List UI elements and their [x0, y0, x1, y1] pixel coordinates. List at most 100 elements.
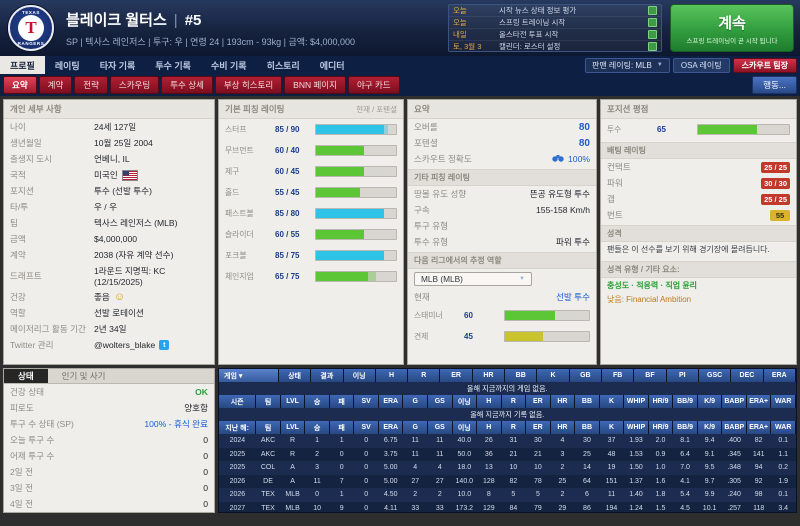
event-row[interactable]: 토, 3월 3 캘린더: 로스터 설정 — [449, 41, 661, 51]
actions-button[interactable]: 행동... — [752, 76, 797, 94]
sub-tab[interactable]: 스카우팅 — [109, 76, 160, 94]
column-header[interactable]: R — [501, 421, 527, 434]
column-header[interactable]: BB — [504, 369, 538, 382]
tab-popularity-morale[interactable]: 인기 및 사기 — [61, 371, 106, 381]
column-header[interactable]: WAR — [770, 395, 796, 408]
column-header[interactable]: 이닝 — [452, 421, 478, 434]
column-header[interactable]: K — [536, 369, 570, 382]
sub-tab[interactable]: 부상 히스토리 — [214, 76, 283, 94]
sub-tab[interactable]: 전략 — [74, 76, 108, 94]
stat-cell: 2025 — [219, 447, 256, 461]
continue-button[interactable]: 계속 스프링 트레이닝이 곧 시작 됩니다 — [670, 4, 794, 52]
column-header[interactable]: GB — [569, 369, 603, 382]
column-header[interactable]: ER — [525, 421, 551, 434]
column-header[interactable]: K — [599, 421, 625, 434]
column-header[interactable]: BB/9 — [672, 421, 698, 434]
column-header[interactable]: ER — [525, 395, 551, 408]
main-tab[interactable]: 수비 기록 — [210, 60, 247, 71]
column-header[interactable]: BABP — [721, 421, 747, 434]
column-header[interactable]: 승 — [304, 421, 330, 434]
column-header[interactable]: PI — [666, 369, 699, 382]
column-header[interactable]: 시즌 — [219, 395, 257, 408]
column-header[interactable]: HR/9 — [648, 421, 674, 434]
column-header[interactable]: H — [476, 395, 502, 408]
tab-status[interactable]: 상태 — [4, 369, 48, 383]
column-header[interactable]: BF — [633, 369, 667, 382]
column-header[interactable]: BABP — [721, 395, 747, 408]
column-header[interactable]: 패 — [329, 395, 355, 408]
column-header[interactable]: BB — [574, 421, 600, 434]
column-header[interactable]: WAR — [770, 421, 796, 434]
column-header[interactable]: ERA — [378, 421, 404, 434]
column-header[interactable]: HR — [550, 395, 576, 408]
column-header[interactable]: G — [402, 395, 428, 408]
column-header[interactable]: ERA+ — [746, 421, 772, 434]
column-header[interactable]: WHIP — [623, 395, 649, 408]
event-row[interactable]: 오늘 시작 뉴스 상태 정보 평가 — [449, 5, 661, 17]
summary-row: 오버롤 80 — [408, 119, 596, 135]
game-filter-tab[interactable]: 게임 ▾ — [219, 369, 279, 382]
twitter-icon[interactable]: t — [159, 340, 170, 350]
sub-tab[interactable]: 요약 — [3, 76, 37, 94]
column-header[interactable]: WHIP — [623, 421, 649, 434]
column-header[interactable]: 팀 — [255, 395, 281, 408]
team-logo[interactable]: TEXAS T RANGERS — [6, 3, 56, 53]
main-tab[interactable]: 히스토리 — [266, 60, 300, 71]
event-row[interactable]: 오늘 스프링 트레이닝 시작 — [449, 17, 661, 29]
main-tab[interactable]: 레이팅 — [54, 60, 80, 71]
column-header[interactable]: G — [402, 421, 428, 434]
column-header[interactable]: ER — [439, 369, 473, 382]
column-header[interactable]: R — [407, 369, 441, 382]
column-header[interactable]: 이닝 — [452, 395, 478, 408]
main-tab[interactable]: 프로필 — [0, 56, 45, 74]
league-dropdown[interactable]: MLB (MLB) ▼ — [414, 272, 532, 286]
sub-tab[interactable]: 야구 카드 — [347, 76, 400, 94]
main-tab[interactable]: 타자 기록 — [99, 60, 136, 71]
main-tab[interactable]: 에디터 — [319, 60, 345, 71]
column-header[interactable]: HR/9 — [648, 395, 674, 408]
column-header[interactable]: SV — [353, 421, 379, 434]
column-header[interactable]: SV — [353, 395, 379, 408]
ratings-scale-dropdown[interactable]: 판맨 레이팅: MLB ▼ — [584, 57, 670, 73]
column-header[interactable]: K/9 — [697, 421, 723, 434]
column-header[interactable]: HR — [550, 421, 576, 434]
column-header[interactable]: GS — [427, 395, 453, 408]
column-header[interactable]: K — [599, 395, 625, 408]
column-header[interactable]: FB — [601, 369, 635, 382]
column-header[interactable]: 지난 해: — [219, 421, 257, 434]
column-header[interactable]: LVL — [280, 421, 306, 434]
column-header[interactable]: LVL — [280, 395, 306, 408]
table-row[interactable]: 2026 DE A 11 7 0 5.00 27 27 140.0 128 82 78 25 64 151 1.… — [219, 474, 796, 488]
sub-tab[interactable]: BNN 페이지 — [284, 76, 346, 94]
column-header[interactable]: H — [375, 369, 409, 382]
column-header[interactable]: R — [501, 395, 527, 408]
table-row[interactable]: 2025 COL A 3 0 0 5.00 4 4 18.0 13 10 10 2 14 19 1.50 1.0 7… — [219, 461, 796, 475]
column-header[interactable]: GSC — [698, 369, 732, 382]
column-header[interactable]: BB/9 — [672, 395, 698, 408]
column-header[interactable]: GS — [427, 421, 453, 434]
event-row[interactable]: 내일 올스타전 투표 시작 — [449, 29, 661, 41]
scout-director-button[interactable]: 스카우트 팀장 — [732, 57, 797, 73]
column-header[interactable]: 팀 — [255, 421, 281, 434]
column-header[interactable]: HR — [472, 369, 506, 382]
sub-tab[interactable]: 계약 — [38, 76, 73, 94]
table-row[interactable]: 2024 AKC R 1 1 0 6.75 11 11 40.0 26 31 30 4 30 37 1.93 2.… — [219, 434, 796, 448]
column-header[interactable]: 승 — [304, 395, 330, 408]
column-header[interactable]: 상태 — [278, 369, 312, 382]
column-header[interactable]: BB — [574, 395, 600, 408]
table-row[interactable]: 2026 TEX MLB 0 1 0 4.50 2 2 10.0 8 5 5 2 6 11 1.40 1.8 5.4… — [219, 488, 796, 502]
column-header[interactable]: 패 — [329, 421, 355, 434]
column-header[interactable]: 이닝 — [343, 369, 376, 382]
main-tab[interactable]: 투수 기록 — [155, 60, 191, 71]
column-header[interactable]: K/9 — [697, 395, 723, 408]
sub-tab[interactable]: 투수 상세 — [161, 76, 213, 94]
column-header[interactable]: ERA — [763, 369, 796, 382]
column-header[interactable]: DEC — [730, 369, 764, 382]
osa-ratings-button[interactable]: OSA 레이팅 — [672, 57, 730, 73]
table-row[interactable]: 2025 AKC R 2 0 0 3.75 11 11 50.0 36 21 21 3 25 48 1.53 0.… — [219, 447, 796, 461]
table-row[interactable]: 2027 TEX MLB 10 9 0 4.11 33 33 173.2 129 84 79 29 86 19… — [219, 501, 796, 512]
column-header[interactable]: ERA — [378, 395, 404, 408]
column-header[interactable]: 결과 — [310, 369, 344, 382]
column-header[interactable]: ERA+ — [746, 395, 772, 408]
column-header[interactable]: H — [476, 421, 502, 434]
